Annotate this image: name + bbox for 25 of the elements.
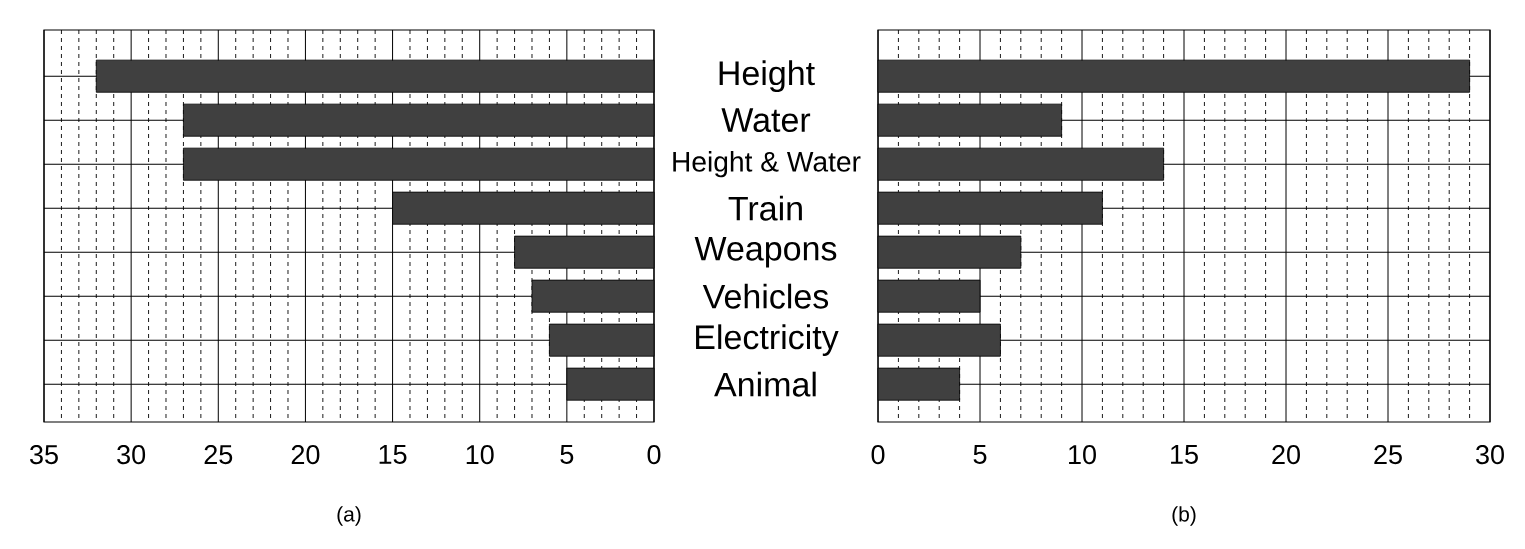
y-tick-label: Water bbox=[721, 108, 811, 133]
x-tick-label: 10 bbox=[466, 445, 494, 465]
x-tick-label: 20 bbox=[291, 445, 320, 465]
y-tick-label: Train bbox=[728, 195, 802, 221]
y-tick-label: Animal bbox=[714, 371, 816, 397]
x-tick-label: 5 bbox=[973, 445, 987, 464]
y-tick-label: Electricity bbox=[696, 324, 839, 357]
x-tick-label: 0 bbox=[647, 445, 661, 465]
x-tick-label: 10 bbox=[1069, 445, 1096, 465]
x-tick-label: 25 bbox=[1374, 445, 1402, 465]
y-tick-label: Weapons bbox=[694, 236, 837, 268]
x-tick-label: 35 bbox=[30, 445, 58, 465]
y-tick-label: Height bbox=[719, 60, 815, 93]
x-tick-label: 20 bbox=[1272, 445, 1300, 465]
x-tick-label: 15 bbox=[1171, 445, 1198, 464]
x-tick-label: 30 bbox=[117, 445, 146, 465]
x-tick-label: 25 bbox=[204, 445, 233, 465]
x-tick-label: 15 bbox=[379, 445, 407, 464]
y-tick-label: Vehicles bbox=[702, 283, 829, 309]
x-tick-label: 5 bbox=[560, 445, 574, 464]
text: (a) bbox=[337, 506, 361, 526]
y-tick-label: Height & Water bbox=[673, 151, 861, 178]
text: (b) bbox=[1172, 506, 1196, 526]
x-tick-label: 30 bbox=[1476, 445, 1504, 465]
x-tick-label: 0 bbox=[871, 445, 885, 465]
